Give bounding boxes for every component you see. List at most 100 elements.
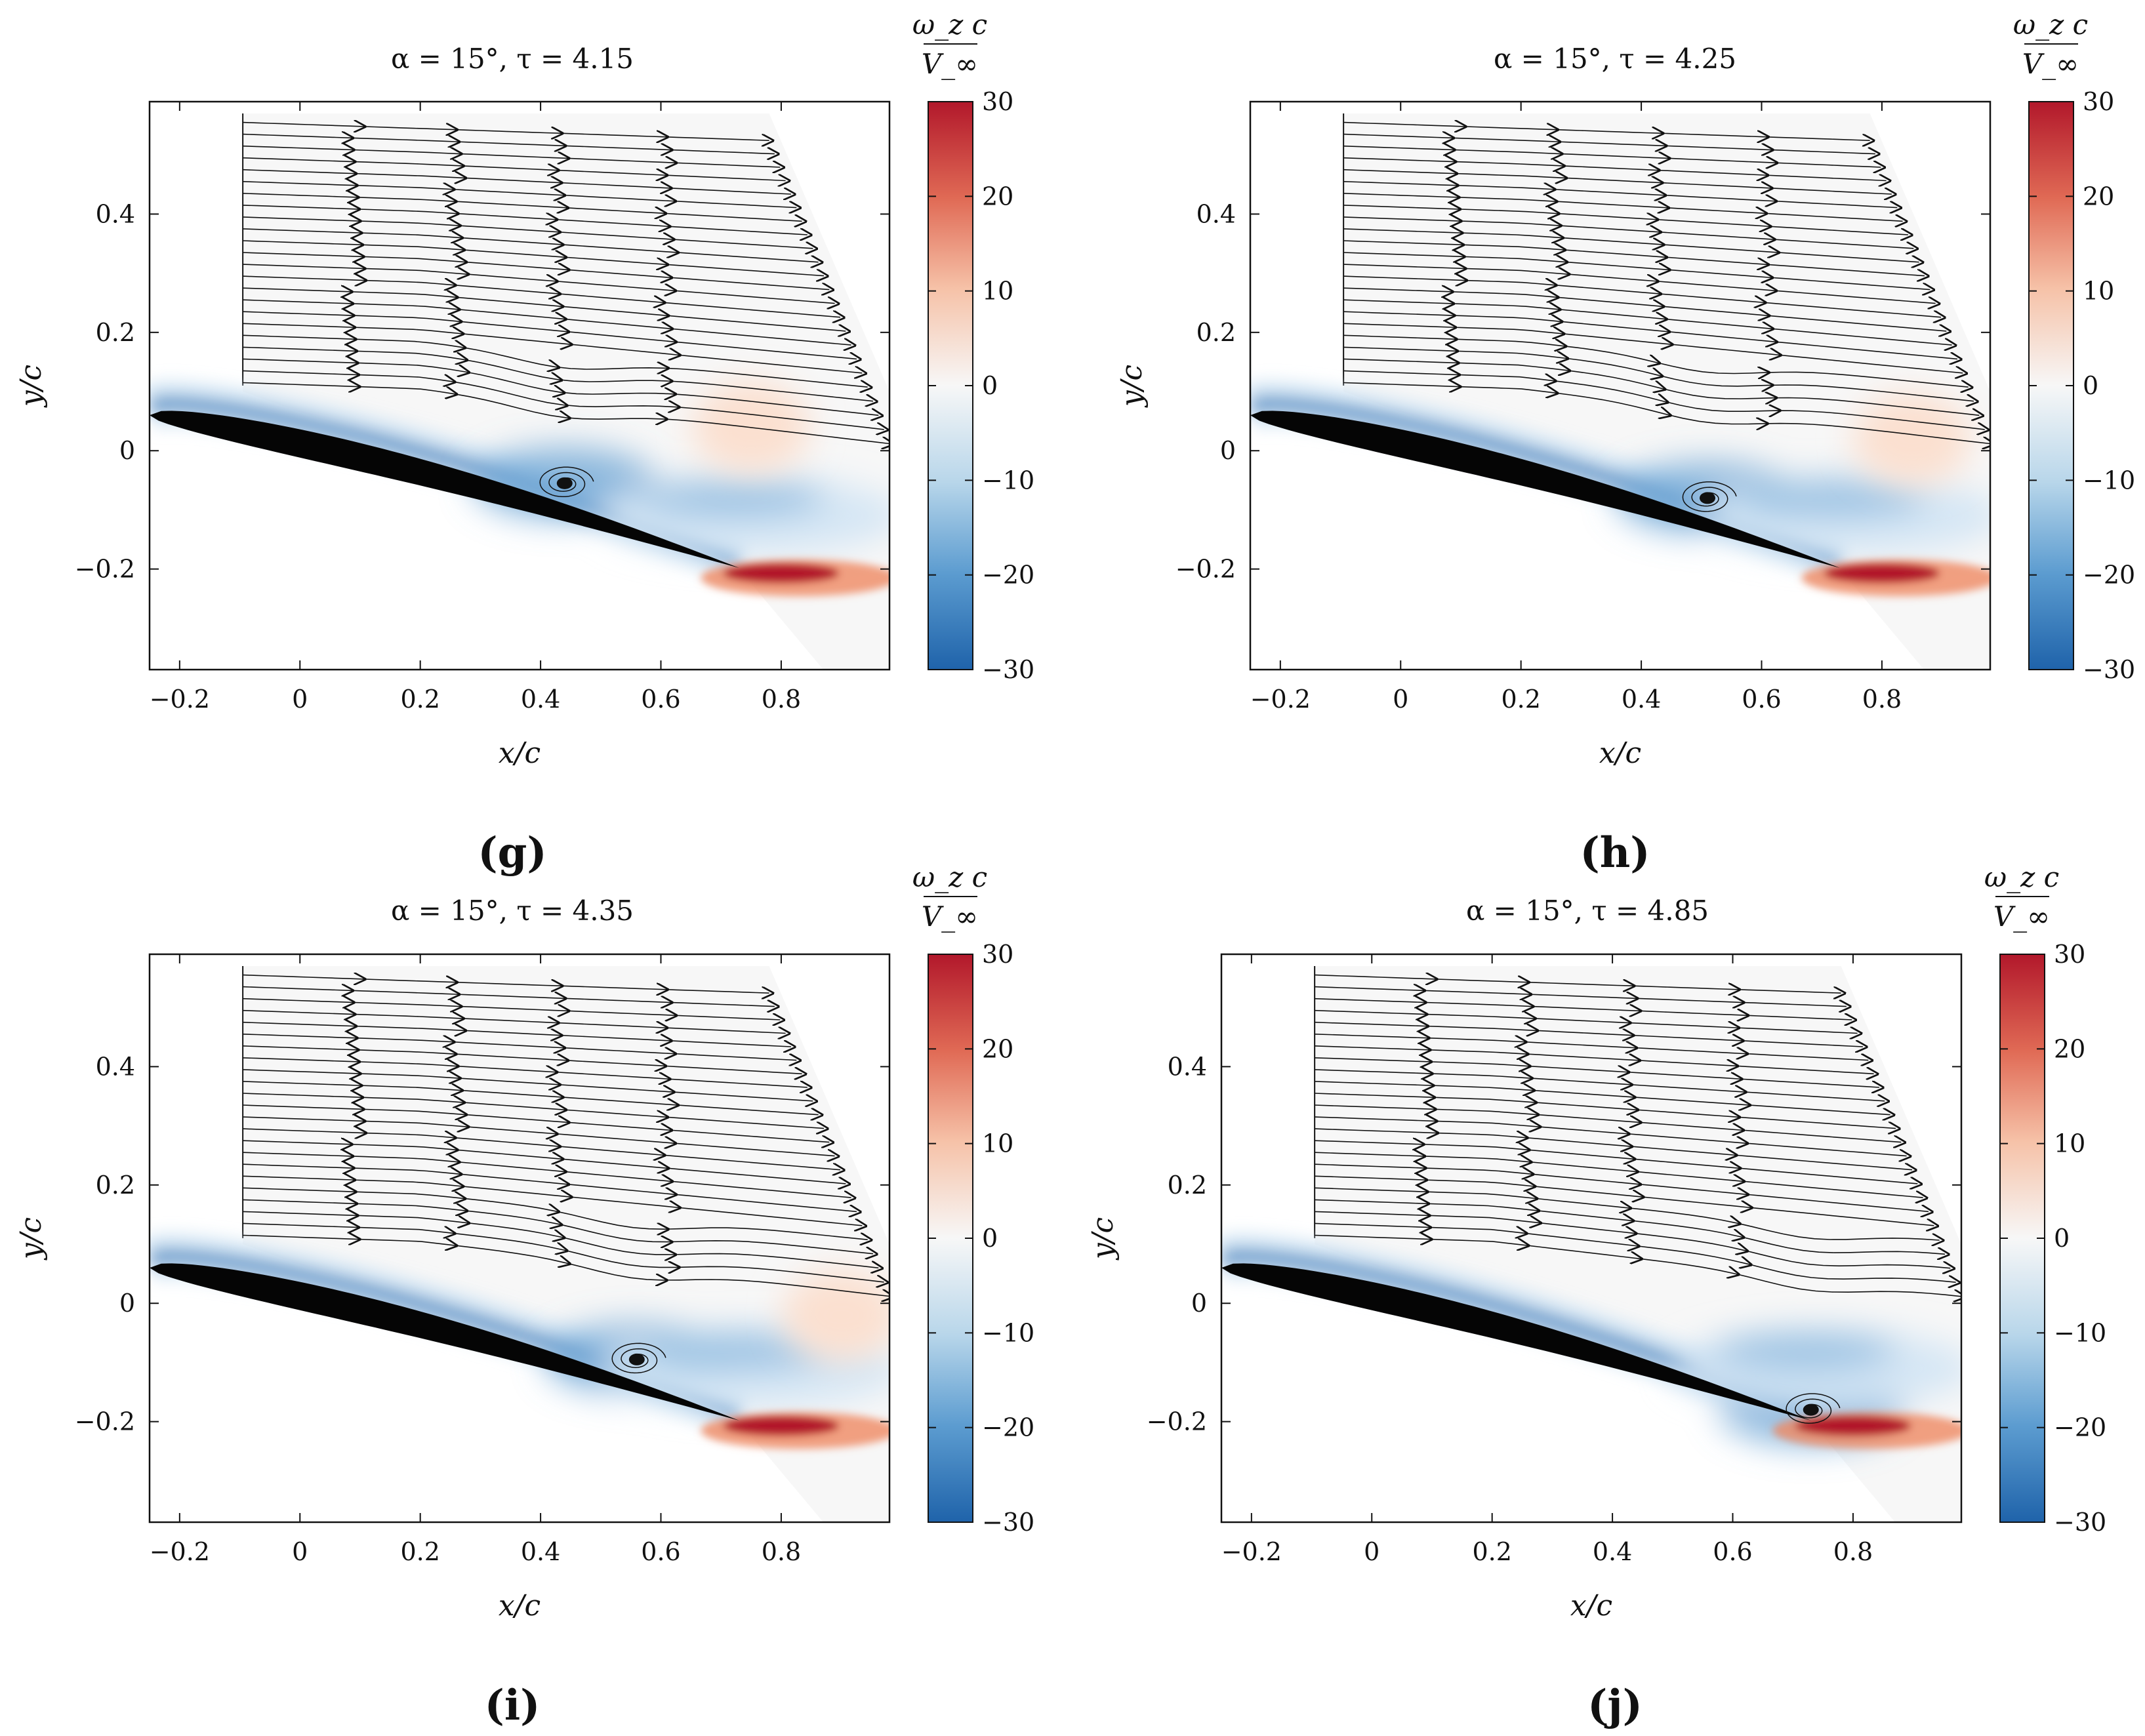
x-tick-label: −0.2 [1250,685,1311,714]
panel-label: (h) [1580,828,1650,878]
colorbar-tick-label: 0 [2054,1224,2070,1253]
panel-j: α = 15°, τ = 4.85 −0.2 0 0.2 0.4 0.6 0.8 −0.2… [1086,861,2106,1730]
streamline [243,1069,813,1102]
y-tick-label: 0.4 [1196,199,1236,228]
colorbar-tick-label: 10 [982,277,1013,306]
x-tick-label: 0.8 [762,1537,801,1566]
streamline [1315,974,1841,994]
x-ticks: −0.2 0 0.2 0.4 0.6 0.8 [1221,954,1873,1566]
y-tick-label: 0.2 [1168,1171,1207,1200]
colorbar-tick-label: 20 [2054,1034,2085,1063]
streamline [1343,133,1875,155]
colorbar-label-denominator: V_∞ [922,900,978,933]
x-axis-label: x/c [499,1589,541,1623]
streamline [243,181,797,209]
y-tick-label: −0.2 [75,1407,135,1436]
vortex-core [1803,1403,1819,1416]
streamline [243,974,769,994]
x-tick-label: 0.4 [1622,685,1661,714]
streamline [1315,1057,1879,1088]
y-axis-label: y/c [1115,365,1149,408]
y-tick-label: 0 [119,1289,135,1318]
panel-label: (g) [478,828,546,878]
streamline [1343,181,1898,209]
streamline [1315,1034,1869,1061]
streamline [243,1093,825,1129]
positive-vorticity-blob [782,1269,889,1362]
streamline [243,157,786,182]
x-tick-label: 0.2 [1472,1537,1511,1566]
streamline [1315,1104,1902,1143]
streamline [243,1057,807,1088]
airfoil [150,411,739,568]
streamline [1315,1045,1874,1075]
plot-frame [1220,953,1963,1524]
positive-vorticity-blob [1852,393,1971,485]
plot-frame [1249,100,1992,671]
x-tick-label: 0.2 [1501,685,1540,714]
streamline [243,1021,791,1047]
colorbar-tick-label: −10 [982,466,1034,495]
colorbar-tick-label: −30 [2054,1508,2106,1537]
y-tick-label: 0.4 [96,1052,135,1081]
airfoil [150,1263,739,1421]
x-tick-label: 0 [1393,685,1408,714]
x-axis-label: x/c [499,737,541,770]
y-axis-label: y/c [1086,1217,1120,1261]
colorbar-label-numerator: ω_z c [912,861,987,893]
y-ticks: −0.2 0 0.2 0.4 [75,199,889,584]
colorbar-tick-label: −10 [982,1318,1034,1347]
plot-area [150,113,889,670]
streamline [243,121,769,141]
panel-h: α = 15°, τ = 4.25 −0.2 0 0.2 0.4 0.6 0.8 −0.2… [1115,9,2135,878]
streamline [1343,145,1881,168]
colorbar: 30 20 10 0 −10 −20 −30 ω_z c V_∞ [912,9,1034,684]
x-tick-label: 0.6 [1713,1537,1752,1566]
streamline [1343,228,1919,263]
vortex-core [1699,492,1715,504]
streamlines [1315,975,1961,1297]
colorbar-label-numerator: ω_z c [1984,861,2059,893]
x-tick-label: 0.4 [521,1537,560,1566]
plot-frame [148,953,891,1524]
y-axis-label: y/c [14,1217,48,1261]
streamline [1315,1093,1896,1129]
x-tick-label: 0 [292,685,308,714]
x-tick-label: 0.8 [1862,685,1902,714]
streamline [1343,216,1914,249]
x-tick-label: 0 [1364,1537,1379,1566]
trailing-edge-vorticity [701,1412,889,1449]
panel-title: α = 15°, τ = 4.25 [1494,43,1736,75]
colorbar-tick-label: −20 [2054,1413,2106,1442]
panel-label: (i) [485,1681,541,1730]
x-tick-label: −0.2 [150,685,210,714]
streamline [1343,252,1930,291]
colorbar-label-denominator: V_∞ [2022,48,2079,80]
y-ticks: −0.2 0 0.2 0.4 [1175,199,1990,584]
x-tick-label: −0.2 [150,1537,210,1566]
colorbar-tick-label: 20 [982,1034,1013,1063]
trailing-edge-vorticity [701,559,889,597]
x-axis-label: x/c [1599,737,1641,770]
y-tick-label: 0.2 [96,1171,135,1200]
streamlines [243,123,889,444]
x-ticks: −0.2 0 0.2 0.4 0.6 0.8 [1250,102,1902,714]
colorbar-label-numerator: ω_z c [912,9,987,41]
streamline [243,1128,841,1171]
y-tick-label: 0.4 [96,199,135,228]
colorbar-tick-label: 10 [982,1129,1013,1158]
streamline [243,1081,819,1116]
streamline [243,205,807,235]
panel-label: (j) [1587,1681,1643,1730]
streamline [1343,264,1936,304]
colorbar-label-denominator: V_∞ [1993,900,2050,933]
streamline [243,145,781,168]
airfoil [1221,1263,1811,1421]
colorbar-tick-label: −30 [2083,655,2135,684]
vortex-core [556,477,573,489]
colorbar-tick-label: 30 [2054,940,2085,969]
colorbar-tick-label: −20 [982,1413,1034,1442]
colorbar-tick-label: 0 [982,371,998,400]
streamline [243,1009,786,1034]
colorbar-tick-label: 30 [982,940,1013,969]
